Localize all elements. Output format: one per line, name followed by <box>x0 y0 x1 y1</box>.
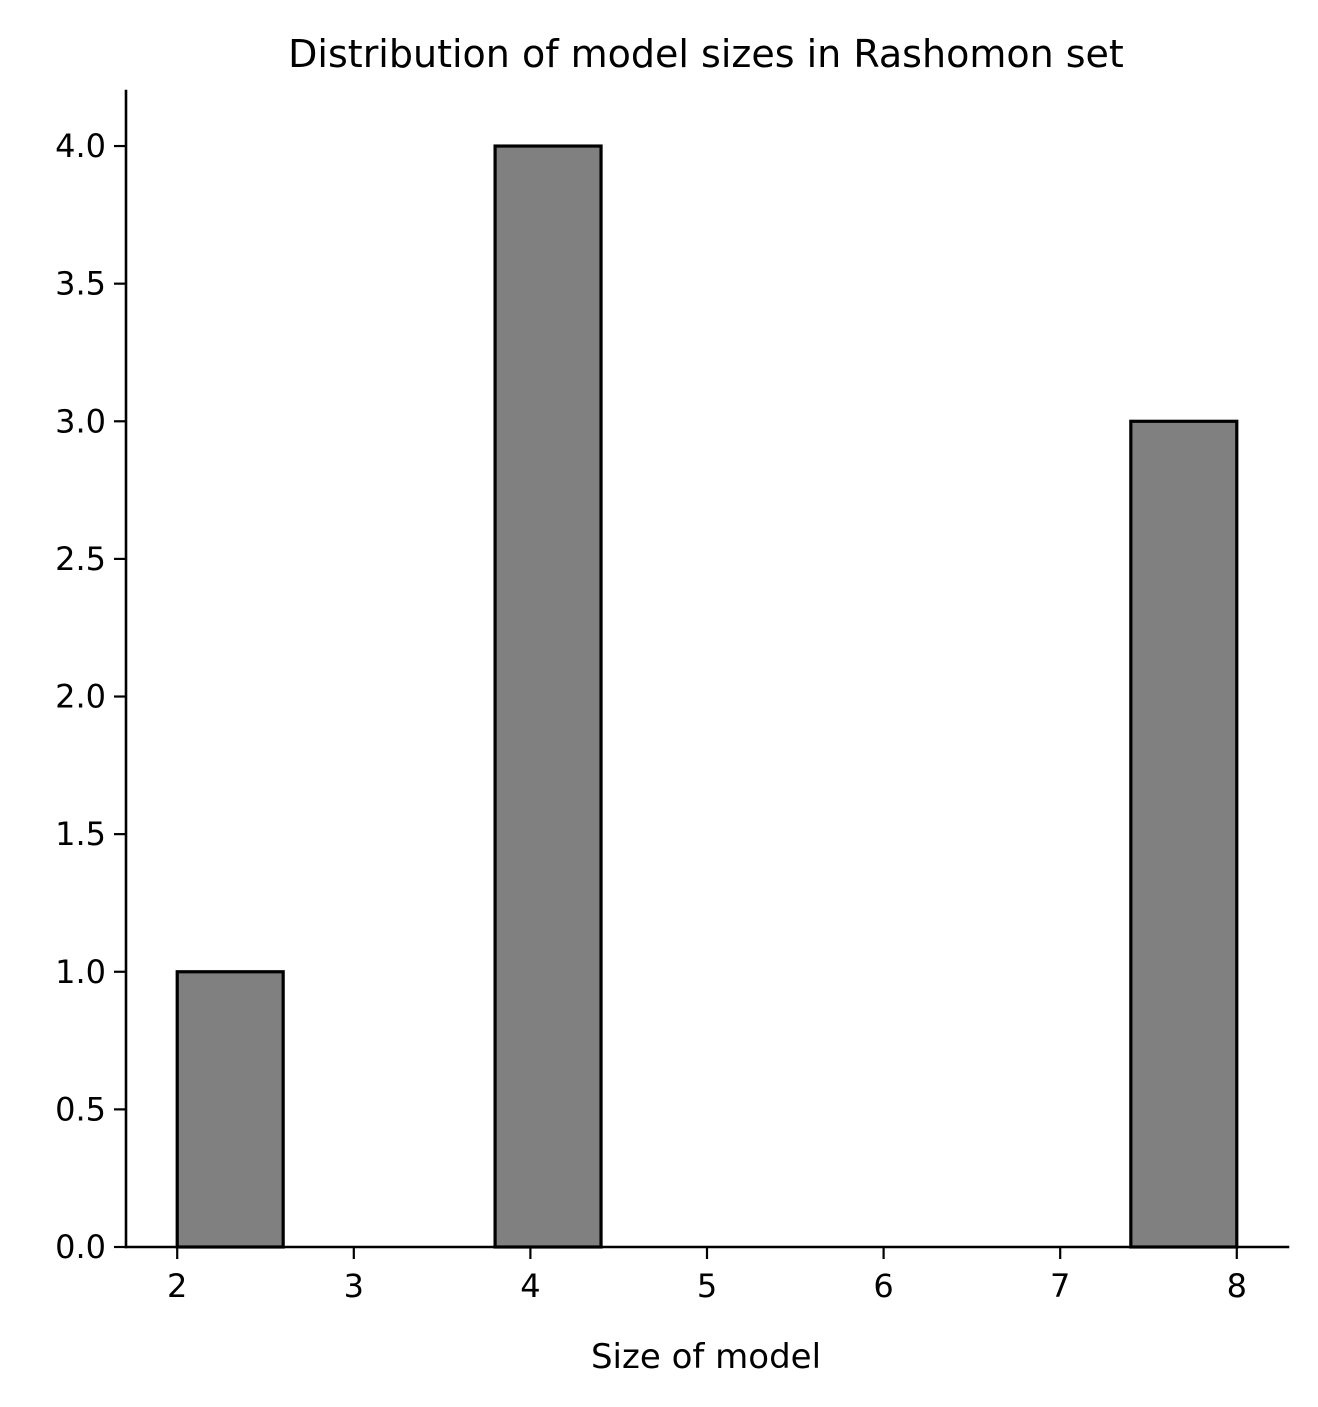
bars-group <box>175 144 1239 1249</box>
x-tick-label: 3 <box>344 1267 364 1305</box>
y-tick-label: 1.5 <box>55 815 106 853</box>
x-tick-label: 6 <box>873 1267 893 1305</box>
y-tick-label: 4.0 <box>55 127 106 165</box>
x-tick-label: 5 <box>697 1267 717 1305</box>
histogram-bar-0 <box>175 970 285 1249</box>
y-tick-label: 3.5 <box>55 265 106 303</box>
y-tick-label: 0.0 <box>55 1228 106 1266</box>
y-tick-label: 2.5 <box>55 540 106 578</box>
x-axis-label: Size of model <box>591 1337 821 1377</box>
x-tick-label: 4 <box>520 1267 540 1305</box>
histogram-bar-1 <box>493 144 603 1249</box>
x-axis: 2 3 4 5 6 7 8 <box>124 1245 1290 1305</box>
y-tick-label: 0.5 <box>55 1090 106 1128</box>
y-tick-label: 2.0 <box>55 678 106 716</box>
x-tick-label: 7 <box>1050 1267 1070 1305</box>
histogram-bar-2 <box>1129 419 1239 1249</box>
y-axis: 0.0 0.5 1.0 1.5 2.0 2.5 3.0 3.5 4.0 <box>55 89 128 1266</box>
x-tick-label: 8 <box>1227 1267 1247 1305</box>
y-tick-label: 3.0 <box>55 402 106 440</box>
y-tick-label: 1.0 <box>55 953 106 991</box>
chart-title: Distribution of model sizes in Rashomon … <box>288 32 1124 76</box>
x-tick-label: 2 <box>167 1267 187 1305</box>
